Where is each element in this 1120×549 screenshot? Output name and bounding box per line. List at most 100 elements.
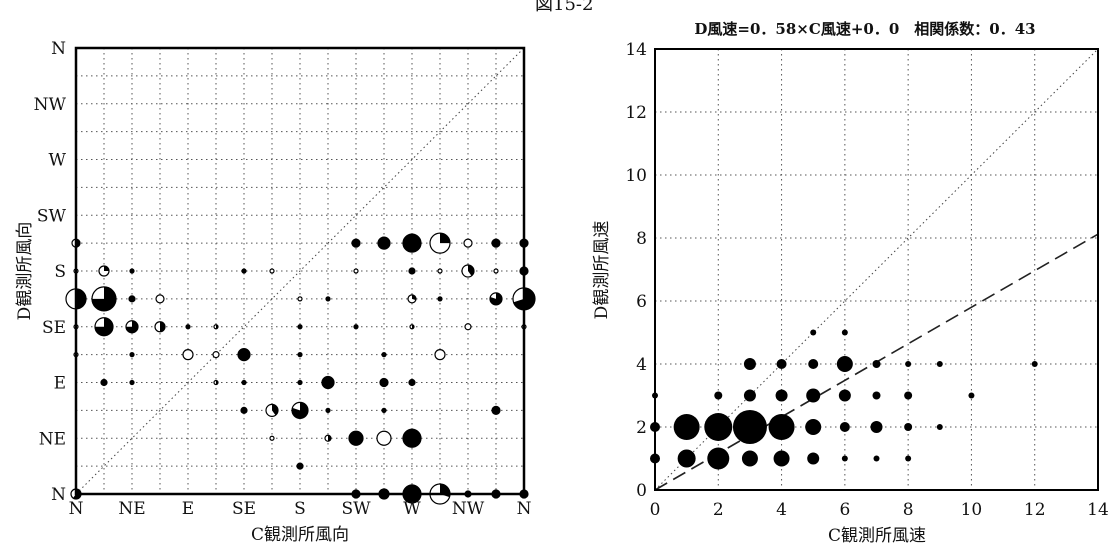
direction-point [325,407,331,413]
speed-point [743,358,756,370]
speed-point [838,389,851,402]
direction-point [491,238,501,248]
direction-point-fill [378,237,390,250]
speed-point [714,391,723,400]
direction-point [269,268,275,274]
direction-point [297,324,303,330]
speed-point [905,455,912,462]
speed-point [836,356,853,372]
speed-x-tick-label: 6 [839,500,850,520]
speed-point [968,392,975,399]
direction-y-tick-label: N [51,485,66,505]
direction-point-outline [437,268,443,274]
direction-point [409,324,415,330]
direction-point [491,405,501,415]
direction-y-tick-label: NW [34,95,67,115]
speed-point [677,449,696,468]
direction-point-outline [493,268,499,274]
speed-point [904,423,913,431]
direction-point [155,294,165,304]
direction-point [408,267,416,275]
direction-point [407,294,417,304]
speed-title: D風速=0．58×C風速+0．0 相関係数：0．43 [694,20,1035,38]
direction-x-tick-label: E [182,499,194,519]
speed-frame [654,48,1099,491]
direction-point-fill [328,435,331,442]
speed-x-label: C観測所風速 [828,526,926,546]
speed-diagonal-line [654,48,1099,491]
direction-y-tick-label: S [54,262,66,282]
direction-point [402,233,422,253]
direction-point-outline [353,268,359,274]
direction-y-tick-label: NE [39,429,66,449]
speed-point [805,419,822,435]
direction-point-fill [409,268,415,274]
speed-point [936,424,943,430]
speed-y-label: D観測所風速 [592,221,612,320]
speed-point [810,329,817,336]
direction-point [154,321,166,333]
direction-frame [74,46,526,496]
speed-point [768,414,795,440]
direction-point-fill [241,407,247,414]
direction-point-fill [92,286,116,311]
direction-point-outline [376,430,392,446]
direction-x-label: C観測所風向 [251,525,349,545]
direction-point [94,317,114,337]
speed-point [741,450,758,467]
speed-point [807,452,820,465]
speed-y-tick-label: 4 [636,355,647,375]
direction-point [434,349,446,361]
speed-y-tick-label: 12 [625,103,647,123]
direction-y-tick-label: SW [37,206,67,226]
speed-point [775,389,788,402]
direction-point-fill [354,324,358,329]
direction-point-fill [468,265,474,276]
direction-x-tick-label: N [69,499,84,519]
direction-point-fill [352,239,360,248]
direction-point [91,286,117,312]
speed-point [707,447,730,470]
speed-point [839,422,850,432]
direction-point [128,295,136,303]
direction-point [185,324,191,330]
direction-point [237,348,251,362]
direction-point-fill [412,324,414,329]
speed-x-tick-label: 4 [776,500,787,520]
direction-point-outline [297,296,303,302]
direction-x-tick-label: NE [118,499,145,519]
direction-chart: N NE E SE S SW W NW N N NE E SE S SW W NW N C観測所風向 D観測所風… [15,39,536,545]
direction-y-tick-label: W [49,151,67,171]
speed-y-tick-label: 2 [636,418,647,438]
direction-point [324,434,332,442]
direction-point-outline [464,323,472,331]
direction-point [381,407,387,413]
direction-x-tick-label: NW [452,499,485,519]
direction-point [461,264,475,278]
direction-point [212,351,220,359]
direction-point-fill [438,296,442,301]
direction-point [291,401,309,419]
direction-point [297,352,303,358]
direction-point [379,377,389,388]
speed-point [870,421,883,433]
direction-point-outline [155,294,165,304]
speed-x-tick-label: 8 [903,500,914,520]
direction-point [376,430,392,446]
direction-point-fill [326,296,330,301]
direction-point [408,378,416,387]
direction-point [213,324,219,330]
direction-y-tick-label: E [54,374,66,394]
direction-x-ticks: N NE E SE S SW W NW N [69,499,532,519]
direction-point-fill [242,269,246,273]
direction-point [129,379,135,386]
speed-point [743,389,756,402]
speed-point [1031,361,1038,367]
direction-point-fill [104,266,109,271]
speed-point [808,359,819,369]
speed-y-ticks: 0 2 4 6 8 10 12 14 [625,40,647,501]
direction-point-outline [269,435,275,441]
direction-point-fill [216,324,218,329]
speed-point [704,413,733,441]
